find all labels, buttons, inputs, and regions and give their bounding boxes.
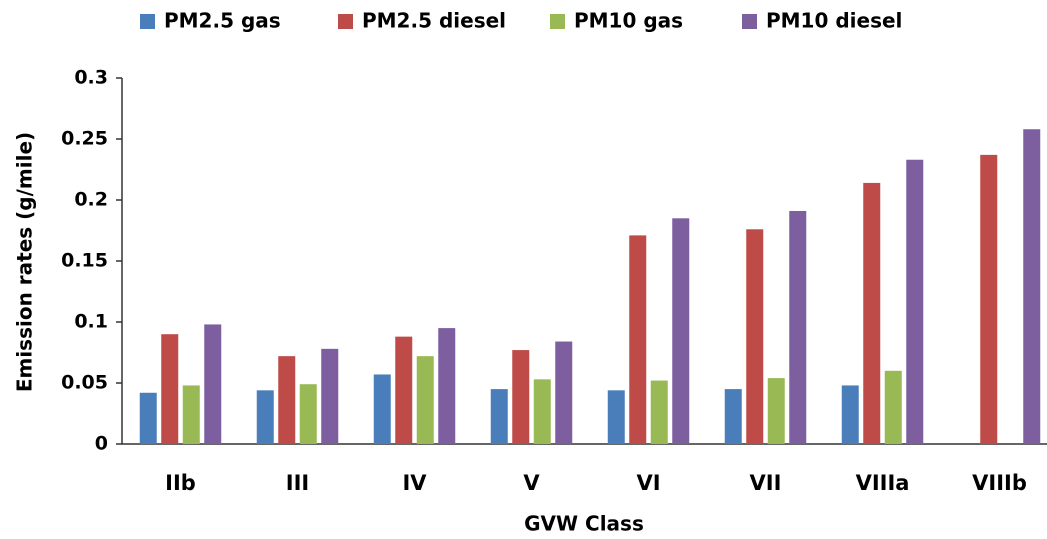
bar — [299, 384, 317, 444]
bar — [373, 374, 391, 444]
y-tick-label: 0.25 — [61, 128, 108, 150]
bar — [438, 328, 456, 444]
bar — [650, 380, 668, 444]
x-tick-label: IV — [402, 471, 427, 495]
bar — [746, 229, 764, 444]
x-tick-label: VIIIa — [856, 471, 910, 495]
legend-swatch — [338, 14, 353, 29]
legend-swatch — [742, 14, 757, 29]
x-tick-label: VI — [636, 471, 660, 495]
bar — [863, 182, 881, 445]
bar — [321, 348, 339, 444]
y-tick-label: 0.05 — [61, 372, 108, 394]
legend-label: PM10 diesel — [766, 9, 902, 33]
y-tick-label: 0.15 — [61, 250, 108, 272]
x-tick-label: IIb — [165, 471, 196, 495]
x-axis-title: GVW Class — [524, 512, 644, 536]
bar — [555, 341, 573, 444]
bar — [512, 350, 530, 444]
x-tick-label: VIIIb — [972, 471, 1027, 495]
bar — [672, 218, 690, 444]
bar — [182, 385, 200, 444]
bar — [256, 390, 274, 444]
legend-swatch — [550, 14, 565, 29]
bar — [724, 389, 742, 444]
bar — [607, 390, 625, 444]
y-tick-label: 0.3 — [74, 67, 108, 89]
bar — [1023, 129, 1041, 445]
x-tick-label: VII — [750, 471, 782, 495]
bar — [395, 336, 413, 444]
legend-label: PM10 gas — [574, 9, 683, 33]
legend-swatch — [140, 14, 155, 29]
bar — [767, 378, 785, 444]
legend-label: PM2.5 gas — [164, 9, 281, 33]
bar — [139, 392, 157, 444]
bar — [841, 385, 859, 444]
legend-label: PM2.5 diesel — [362, 9, 506, 33]
bar — [884, 370, 902, 444]
x-tick-label: V — [523, 471, 540, 495]
bar — [204, 324, 222, 444]
y-tick-label: 0.1 — [74, 311, 108, 333]
bar — [629, 235, 647, 444]
y-tick-label: 0 — [95, 433, 108, 455]
bar — [980, 154, 998, 445]
bar — [906, 159, 924, 445]
x-tick-label: III — [286, 471, 309, 495]
bar — [416, 356, 434, 444]
y-axis-title: Emission rates (g/mile) — [13, 132, 37, 392]
y-tick-label: 0.2 — [74, 189, 108, 211]
bar — [490, 389, 508, 444]
bar — [278, 356, 296, 444]
bar — [789, 210, 807, 444]
bar — [161, 334, 179, 444]
bar — [533, 379, 551, 444]
